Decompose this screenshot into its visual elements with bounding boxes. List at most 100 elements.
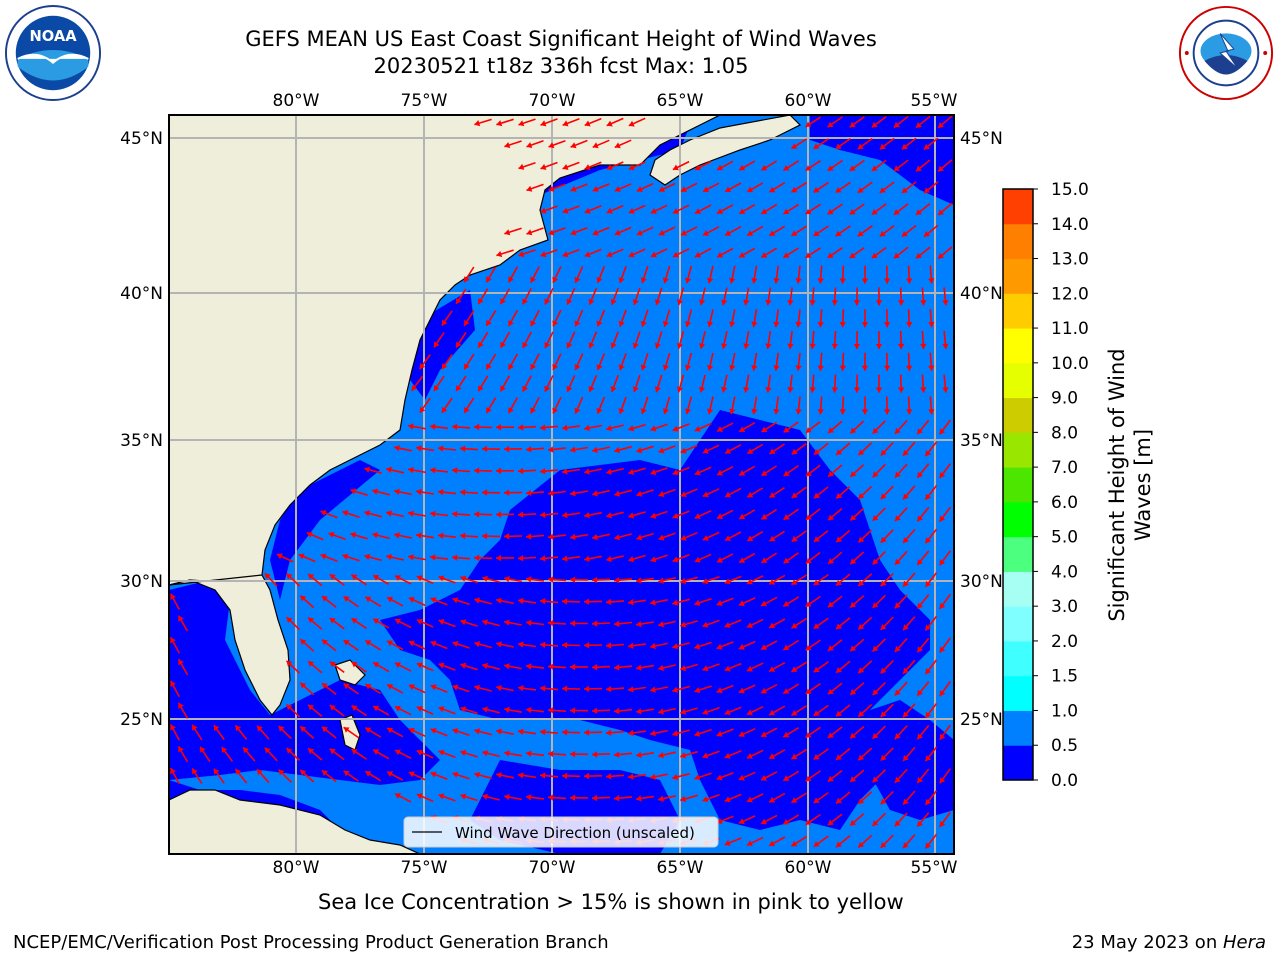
wave-arrow-head (738, 643, 745, 650)
wave-arrow-head (897, 387, 905, 393)
wave-arrow-head (707, 364, 714, 371)
wave-arrow-head (508, 276, 514, 283)
wave-arrow-head (640, 364, 647, 371)
wave-arrow-head (857, 143, 864, 150)
wave-arrow-head (920, 300, 927, 306)
wave-arrow-head (853, 300, 861, 306)
wave-arrow-head (716, 600, 723, 606)
wave-arrow-head (765, 387, 772, 393)
wave-arrow-head (562, 729, 568, 736)
wave-arrow-head (739, 208, 746, 214)
wave-arrow-head (769, 535, 776, 542)
wave-arrow-head (530, 276, 537, 283)
wave-arrow-head (286, 704, 293, 711)
wave-arrow-head (814, 448, 820, 455)
wave-arrow-head (548, 489, 554, 497)
wave-arrow-head (765, 299, 772, 306)
wave-arrow-head (474, 597, 480, 604)
wave-arrow-head (221, 747, 228, 753)
chart-subtitle-run: 20230521 t18z 336h fcst Max: 1.05 (373, 54, 749, 78)
wave-arrow-head (300, 682, 307, 689)
wave-arrow-head (680, 795, 687, 802)
wave-arrow-head (343, 727, 350, 733)
wave-arrow-head (672, 599, 678, 606)
wave-arrow-head (606, 251, 613, 258)
wave-arrow-head (618, 277, 625, 283)
wave-arrow-head (783, 600, 790, 607)
wave-arrow-head (178, 659, 184, 666)
wave-arrow-head (783, 426, 790, 433)
wave-arrow-head (917, 689, 923, 696)
wave-arrow-head (540, 511, 546, 518)
wave-arrow-head (504, 489, 510, 496)
wave-arrow-head (460, 532, 466, 540)
wave-arrow-head (809, 300, 816, 306)
wave-arrow-head (739, 470, 746, 476)
wave-arrow-head (836, 754, 842, 760)
wave-arrow-head (809, 387, 816, 393)
wave-arrow-head (813, 841, 820, 847)
wave-arrow-head (658, 751, 664, 759)
wave-arrow-head (584, 512, 590, 519)
wave-arrow-head (464, 407, 470, 413)
wave-arrow-head (906, 365, 913, 371)
wave-arrow-head (783, 208, 790, 214)
wave-arrow-head (761, 731, 767, 738)
wave-arrow-head (570, 576, 576, 583)
wave-arrow-head (672, 425, 679, 432)
wave-arrow-head (416, 793, 423, 800)
colorbar-label-line2: Waves [m] (1131, 429, 1155, 541)
wave-arrow-head (827, 165, 834, 171)
wave-arrow-head (235, 725, 242, 732)
wave-arrow-head (518, 772, 524, 779)
wave-arrow-head (614, 795, 620, 802)
wave-arrow-head (540, 424, 546, 431)
wave-arrow-head (836, 797, 842, 804)
wave-arrow-head (496, 641, 502, 648)
wave-arrow-head (395, 793, 401, 799)
wave-arrow-head (584, 424, 590, 432)
wave-arrow-head (464, 276, 470, 283)
wave-arrow-head (438, 532, 444, 539)
wave-arrow-head (827, 732, 834, 738)
wave-arrow-head (482, 575, 488, 582)
wave-arrow-head (518, 685, 524, 692)
wave-arrow-head (850, 645, 857, 652)
wave-arrow-head (548, 446, 554, 453)
wave-arrow-head (640, 277, 647, 284)
wave-arrow-head (364, 466, 370, 473)
colorbar-tick-label: 5.0 (1051, 528, 1078, 548)
colorbar-tick-label: 0.0 (1051, 771, 1078, 791)
colorbar-tick-label: 8.0 (1051, 423, 1078, 443)
wave-arrow-head (178, 615, 184, 622)
wave-arrow-head (592, 490, 598, 497)
wave-arrow-head (850, 732, 857, 739)
wave-arrow-head (769, 796, 776, 803)
wave-arrow-head (791, 710, 798, 716)
wave-arrow-head (364, 510, 370, 517)
wave-arrow-head (526, 533, 532, 540)
wave-arrow-head (853, 387, 861, 393)
wave-arrow-head (783, 731, 790, 738)
wave-arrow-head (342, 553, 349, 560)
wave-arrow-head (628, 164, 635, 171)
colorbar-tick-label: 6.0 (1051, 493, 1078, 513)
wave-arrow-head (894, 689, 901, 696)
wave-arrow-head (903, 493, 909, 500)
wave-arrow-head (694, 556, 701, 563)
wave-arrow-head (894, 733, 901, 740)
wave-arrow-head (897, 300, 905, 306)
wave-arrow-head (901, 187, 908, 193)
wave-arrow-head (328, 531, 335, 538)
wave-arrow-head (650, 730, 656, 737)
wave-arrow-head (548, 707, 554, 714)
wave-arrow-head (650, 251, 657, 258)
wave-arrow-head (739, 252, 746, 258)
wave-arrow-head (707, 277, 714, 284)
wave-arrow-head (474, 554, 480, 562)
wave-arrow-head (544, 298, 551, 305)
wave-arrow-head (614, 534, 620, 541)
wave-arrow-head (694, 730, 701, 737)
wave-arrow-head (584, 772, 590, 780)
wave-arrow-head (518, 467, 524, 475)
